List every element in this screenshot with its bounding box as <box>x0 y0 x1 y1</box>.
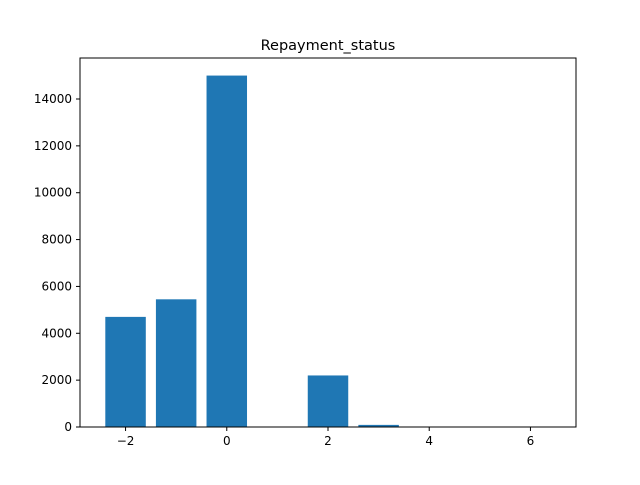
x-tick-label: 4 <box>425 434 433 448</box>
bar-0 <box>105 317 145 427</box>
y-tick-label: 0 <box>64 420 72 434</box>
x-tick-label: 2 <box>324 434 332 448</box>
y-tick-label: 6000 <box>41 279 72 293</box>
chart-title: Repayment_status <box>261 38 396 54</box>
y-tick-label: 8000 <box>41 233 72 247</box>
y-tick-label: 12000 <box>34 139 72 153</box>
x-tick-label: 6 <box>527 434 535 448</box>
bar-3 <box>308 375 348 427</box>
y-tick-label: 4000 <box>41 326 72 340</box>
y-tick-label: 2000 <box>41 373 72 387</box>
y-tick-label: 10000 <box>34 186 72 200</box>
bar-1 <box>156 299 196 427</box>
x-tick-label: −2 <box>117 434 135 448</box>
x-tick-label: 0 <box>223 434 231 448</box>
bar-2 <box>207 76 247 427</box>
y-tick-label: 14000 <box>34 92 72 106</box>
